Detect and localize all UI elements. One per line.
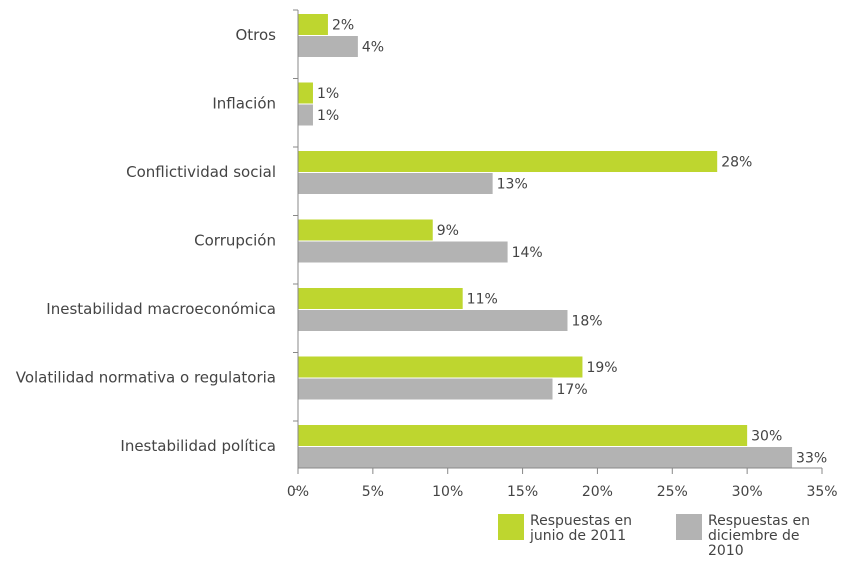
- bar-diciembre-2010: [298, 447, 793, 468]
- legend-line-1: Respuestas en: [708, 513, 810, 529]
- data-label: 30%: [751, 429, 782, 445]
- legend-item-diciembre-2010: Respuestas en diciembre de 2010: [676, 514, 838, 559]
- bar-chart: 2% 4% Otros 1% 1% Inflación 28% 13% Conflictivid…: [16, 9, 838, 500]
- data-label: 33%: [796, 451, 827, 467]
- x-tick-label: 35%: [806, 484, 837, 500]
- category-label: Corrupción: [194, 232, 276, 250]
- legend-line-2: junio de 2011: [530, 528, 627, 544]
- category-label: Volatilidad normativa o regulatoria: [16, 369, 276, 387]
- x-tick-label: 20%: [582, 484, 613, 500]
- data-label: 14%: [512, 245, 543, 261]
- x-tick-label: 30%: [732, 484, 763, 500]
- data-label: 28%: [721, 155, 752, 171]
- data-label: 1%: [317, 108, 339, 124]
- legend-item-junio-2011: Respuestas en junio de 2011: [498, 514, 660, 559]
- x-tick-label: 5%: [362, 484, 384, 500]
- bar-diciembre-2010: [298, 104, 313, 126]
- bar-junio-2011: [298, 14, 328, 35]
- bar-junio-2011: [298, 425, 748, 446]
- data-label: 1%: [317, 86, 339, 102]
- legend-label-diciembre-2010: Respuestas en diciembre de 2010: [708, 514, 838, 559]
- legend-label-junio-2011: Respuestas en junio de 2011: [530, 514, 660, 544]
- legend-line-2: diciembre de 2010: [708, 528, 800, 559]
- bar-diciembre-2010: [298, 36, 358, 57]
- x-tick-label: 25%: [657, 484, 688, 500]
- category-label: Otros: [235, 26, 276, 44]
- x-tick-label: 10%: [432, 484, 463, 500]
- bar-diciembre-2010: [298, 378, 553, 400]
- bar-diciembre-2010: [298, 241, 508, 263]
- data-label: 19%: [586, 360, 617, 376]
- bar-junio-2011: [298, 219, 433, 241]
- bar-diciembre-2010: [298, 173, 493, 194]
- bar-diciembre-2010: [298, 310, 568, 331]
- category-label: Inestabilidad política: [120, 437, 276, 455]
- legend-swatch-diciembre-2010: [676, 514, 702, 540]
- x-tick-label: 0%: [287, 484, 309, 500]
- x-tick-label: 15%: [507, 484, 538, 500]
- category-label: Conflictividad social: [126, 163, 276, 181]
- data-label: 2%: [332, 18, 354, 34]
- data-label: 4%: [362, 40, 384, 56]
- category-label: Inflación: [212, 95, 276, 113]
- legend-swatch-junio-2011: [498, 514, 524, 540]
- data-label: 11%: [467, 292, 498, 308]
- category-label: Inestabilidad macroeconómica: [46, 300, 276, 318]
- bar-junio-2011: [298, 82, 313, 104]
- bar-junio-2011: [298, 356, 583, 378]
- data-label: 18%: [571, 314, 602, 330]
- data-label: 17%: [557, 382, 588, 398]
- data-label: 9%: [437, 223, 459, 239]
- legend: Respuestas en junio de 2011 Respuestas e…: [498, 514, 838, 559]
- bar-junio-2011: [298, 151, 718, 172]
- bar-junio-2011: [298, 288, 463, 309]
- legend-line-1: Respuestas en: [530, 513, 632, 529]
- data-label: 13%: [497, 177, 528, 193]
